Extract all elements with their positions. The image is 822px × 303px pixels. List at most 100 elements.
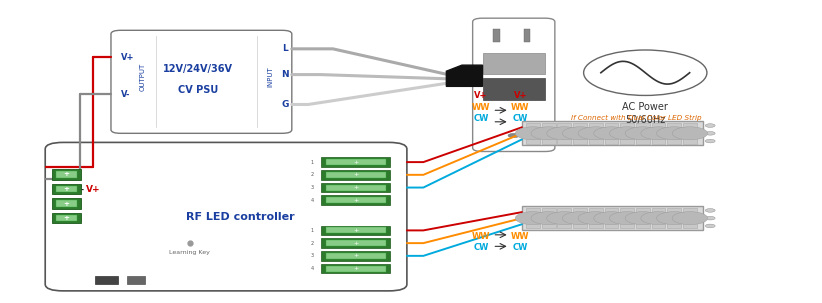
Text: +: + <box>63 171 70 178</box>
Bar <box>326 172 386 178</box>
Bar <box>326 240 386 246</box>
Text: +: + <box>63 215 70 221</box>
Bar <box>526 208 540 228</box>
Circle shape <box>531 211 566 225</box>
Bar <box>621 123 634 144</box>
Text: CW: CW <box>513 114 528 123</box>
Bar <box>56 171 77 178</box>
Text: Learning Key: Learning Key <box>169 250 210 255</box>
Text: G: G <box>282 100 289 109</box>
Text: +: + <box>353 160 358 165</box>
Text: 3: 3 <box>311 253 314 258</box>
Bar <box>573 208 587 228</box>
Bar <box>557 208 571 228</box>
Circle shape <box>626 127 661 140</box>
Circle shape <box>593 211 629 225</box>
Text: V+: V+ <box>121 53 134 62</box>
Bar <box>589 208 603 228</box>
Text: 12V/24V/36V: 12V/24V/36V <box>163 65 233 75</box>
Bar <box>321 264 390 273</box>
Text: CV PSU: CV PSU <box>178 85 218 95</box>
Text: 4: 4 <box>311 266 314 271</box>
Bar <box>321 183 390 192</box>
Text: INPUT: INPUT <box>267 66 274 87</box>
Text: 1: 1 <box>311 160 314 165</box>
Circle shape <box>531 127 566 140</box>
Bar <box>589 123 603 144</box>
Bar <box>326 159 386 165</box>
Bar <box>321 195 390 205</box>
Bar <box>542 208 556 228</box>
Bar <box>127 276 145 284</box>
Bar <box>667 208 681 228</box>
Circle shape <box>705 224 715 228</box>
Circle shape <box>705 132 715 135</box>
Circle shape <box>705 139 715 143</box>
Circle shape <box>562 211 598 225</box>
Text: V+: V+ <box>514 91 527 100</box>
Bar <box>652 208 666 228</box>
Text: +: + <box>353 266 358 271</box>
Text: V-: V- <box>121 90 131 99</box>
Bar <box>321 225 390 235</box>
Bar <box>683 208 697 228</box>
Bar <box>321 157 390 167</box>
Bar <box>52 184 81 194</box>
Text: CW: CW <box>473 114 488 123</box>
Circle shape <box>705 208 715 212</box>
FancyBboxPatch shape <box>45 142 407 291</box>
Text: 2: 2 <box>311 241 314 246</box>
Text: +: + <box>353 198 358 203</box>
Bar <box>524 28 530 42</box>
Circle shape <box>562 127 598 140</box>
Bar <box>326 265 386 271</box>
Bar <box>683 123 697 144</box>
Text: WW: WW <box>472 232 490 241</box>
Text: +: + <box>353 253 358 258</box>
Text: 2: 2 <box>311 172 314 177</box>
Bar <box>326 185 386 191</box>
Bar <box>493 28 500 42</box>
Bar <box>557 123 571 144</box>
Bar <box>321 170 390 180</box>
Bar <box>326 227 386 233</box>
Circle shape <box>657 211 692 225</box>
Text: N: N <box>281 70 289 79</box>
Bar <box>526 123 540 144</box>
Circle shape <box>705 216 715 220</box>
Circle shape <box>626 211 661 225</box>
Text: V+: V+ <box>474 91 487 100</box>
Bar <box>52 198 81 209</box>
Circle shape <box>593 127 629 140</box>
Text: 4: 4 <box>311 198 314 203</box>
Circle shape <box>672 127 708 140</box>
Bar <box>636 123 649 144</box>
Text: AC Power: AC Power <box>622 102 668 112</box>
Bar <box>95 276 118 284</box>
Bar <box>542 123 556 144</box>
Circle shape <box>657 127 692 140</box>
Bar <box>604 123 618 144</box>
Text: V+: V+ <box>85 185 100 194</box>
Circle shape <box>508 133 520 138</box>
FancyBboxPatch shape <box>473 18 555 152</box>
Bar <box>321 238 390 248</box>
Bar <box>604 208 618 228</box>
Text: +: + <box>353 241 358 246</box>
Bar <box>652 123 666 144</box>
Bar <box>522 121 703 145</box>
Text: RF LED controller: RF LED controller <box>187 211 295 222</box>
Circle shape <box>584 50 707 95</box>
Circle shape <box>515 127 551 140</box>
Text: +: + <box>353 228 358 233</box>
Text: If Connect with Dual Color LED Strip: If Connect with Dual Color LED Strip <box>570 115 701 121</box>
Bar <box>321 251 390 261</box>
Text: 3: 3 <box>311 185 314 190</box>
Bar <box>52 169 81 180</box>
Circle shape <box>547 211 582 225</box>
Circle shape <box>609 211 644 225</box>
Text: CW: CW <box>473 243 488 252</box>
Circle shape <box>641 127 677 140</box>
FancyBboxPatch shape <box>111 30 292 133</box>
Text: +: + <box>353 172 358 177</box>
